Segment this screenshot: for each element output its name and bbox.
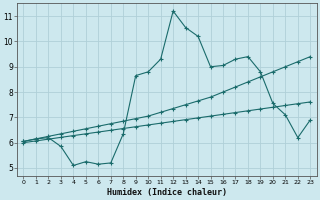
X-axis label: Humidex (Indice chaleur): Humidex (Indice chaleur) [107, 188, 227, 197]
